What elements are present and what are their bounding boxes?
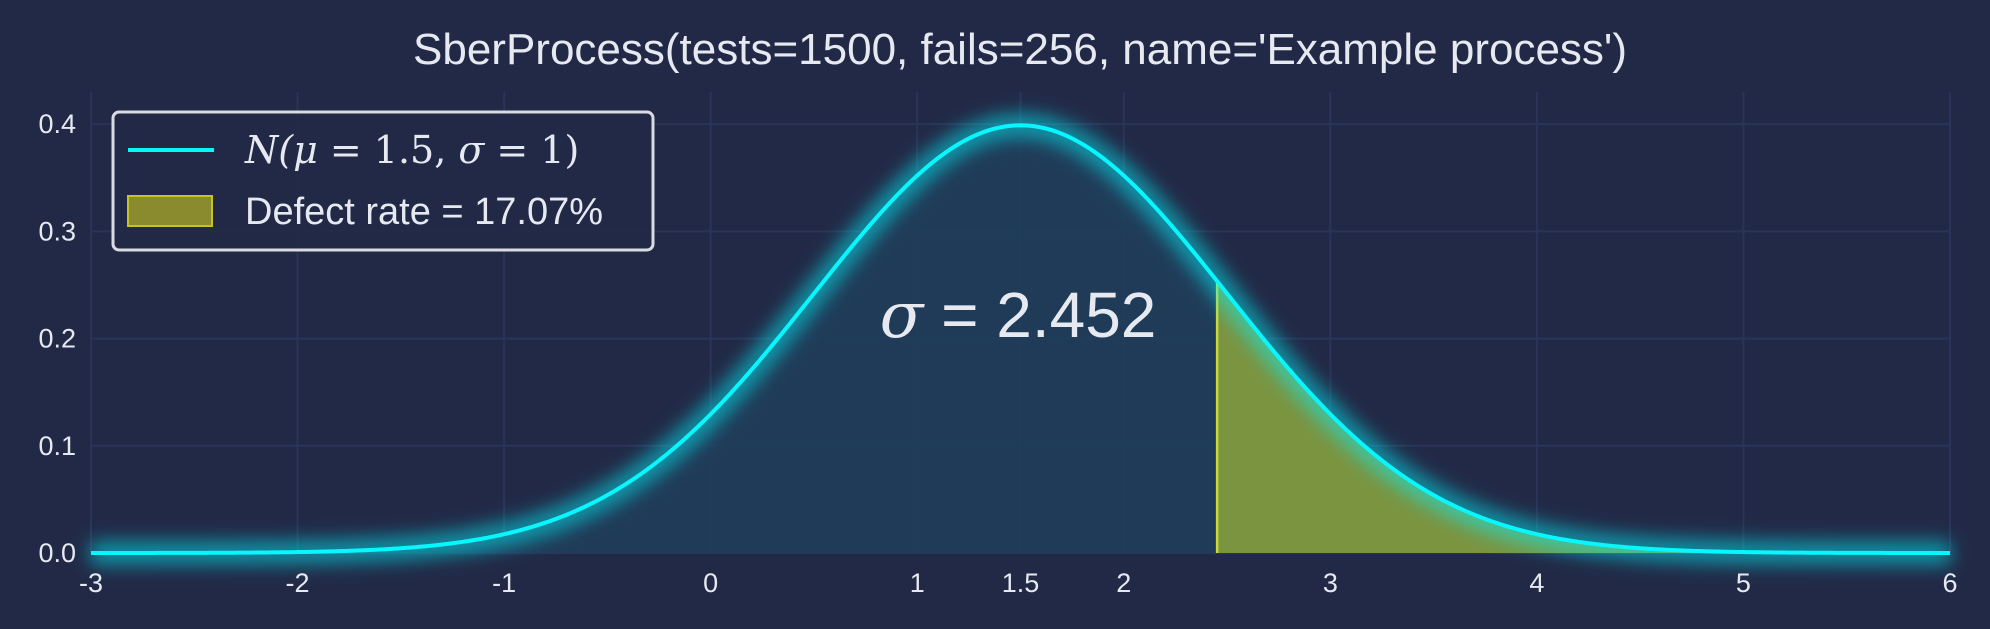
legend: N(μ = 1.5, σ = 1) Defect rate = 17.07% [111, 110, 655, 252]
y-tick-label: 0.2 [38, 324, 76, 354]
sigma-symbol: σ [880, 279, 926, 353]
sigma-value: = 2.452 [923, 279, 1156, 351]
sigma-annotation: σ = 2.452 [880, 279, 1157, 353]
curve-layer [91, 123, 1950, 555]
area-under-curve [91, 125, 1950, 554]
x-tick-label: 0 [703, 568, 718, 598]
x-tick-label: 5 [1736, 568, 1751, 598]
y-tick-label: 0.1 [38, 431, 76, 461]
x-tick-label: 3 [1323, 568, 1338, 598]
legend-patch-swatch [127, 195, 213, 227]
x-tick-label: 6 [1942, 568, 1957, 598]
y-tick-label: 0.4 [38, 109, 76, 139]
y-axis-ticks: 0.0 0.1 0.2 0.3 0.4 [38, 109, 76, 568]
x-tick-label: 4 [1529, 568, 1544, 598]
y-tick-label: 0.0 [38, 538, 76, 568]
x-tick-label: -2 [286, 568, 310, 598]
x-tick-label: 2 [1116, 568, 1131, 598]
legend-line-label: N(μ = 1.5, σ = 1) [244, 128, 579, 172]
chart-title: SberProcess(tests=1500, fails=256, name=… [413, 25, 1627, 74]
x-tick-label: 1 [910, 568, 925, 598]
legend-frame [111, 110, 655, 252]
legend-patch-label: Defect rate = 17.07% [245, 191, 603, 233]
x-axis-ticks: -3 -2 -1 0 1 1.5 2 3 4 5 6 [79, 568, 1958, 598]
normal-pdf-curve [91, 123, 1950, 555]
y-tick-label: 0.3 [38, 216, 76, 246]
x-tick-label: -3 [79, 568, 103, 598]
x-tick-label: -1 [492, 568, 516, 598]
x-tick-label: 1.5 [1002, 568, 1040, 598]
